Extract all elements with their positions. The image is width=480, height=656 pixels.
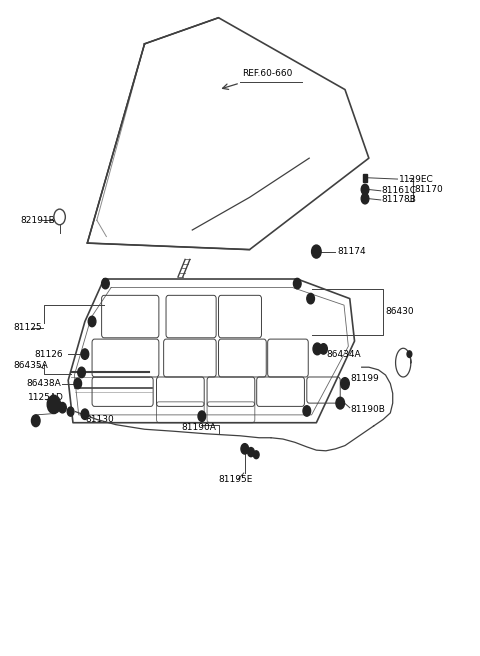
Text: 81174: 81174 (337, 247, 365, 256)
Text: 86438A: 86438A (26, 379, 61, 388)
Circle shape (81, 409, 89, 419)
Text: 86434A: 86434A (326, 350, 360, 359)
Text: 81130: 81130 (85, 415, 114, 424)
Circle shape (361, 184, 369, 195)
Circle shape (293, 278, 301, 289)
Text: 82191B: 82191B (21, 216, 55, 225)
Circle shape (67, 407, 74, 416)
Text: 81178B: 81178B (382, 195, 417, 205)
Circle shape (59, 403, 66, 413)
Text: 81126: 81126 (35, 350, 63, 359)
Circle shape (336, 398, 345, 409)
Text: REF.60-660: REF.60-660 (242, 69, 293, 78)
Text: 1129EC: 1129EC (399, 174, 433, 184)
Circle shape (312, 245, 321, 258)
Circle shape (241, 443, 249, 454)
Text: 81190A: 81190A (182, 422, 216, 432)
Circle shape (341, 378, 349, 390)
Circle shape (320, 344, 327, 354)
Text: 86435A: 86435A (13, 361, 48, 370)
Text: 81170: 81170 (414, 185, 443, 194)
Circle shape (47, 396, 60, 413)
Circle shape (198, 411, 205, 421)
Circle shape (248, 447, 254, 457)
Circle shape (303, 405, 311, 416)
Circle shape (313, 343, 322, 355)
Circle shape (253, 451, 259, 459)
Circle shape (78, 367, 85, 378)
Circle shape (32, 415, 40, 426)
Circle shape (88, 316, 96, 327)
Circle shape (74, 379, 82, 389)
Text: 81190B: 81190B (351, 405, 385, 414)
Text: 81161C: 81161C (382, 186, 417, 195)
Text: 81125: 81125 (13, 323, 42, 333)
Circle shape (102, 278, 109, 289)
Circle shape (81, 349, 89, 359)
Text: 86430: 86430 (385, 307, 414, 316)
Circle shape (307, 293, 314, 304)
Bar (363, 174, 367, 182)
Text: 81199: 81199 (351, 375, 380, 384)
Circle shape (407, 351, 412, 358)
Text: 81195E: 81195E (218, 475, 253, 484)
Circle shape (361, 194, 369, 204)
Text: 1125AD: 1125AD (28, 394, 63, 402)
